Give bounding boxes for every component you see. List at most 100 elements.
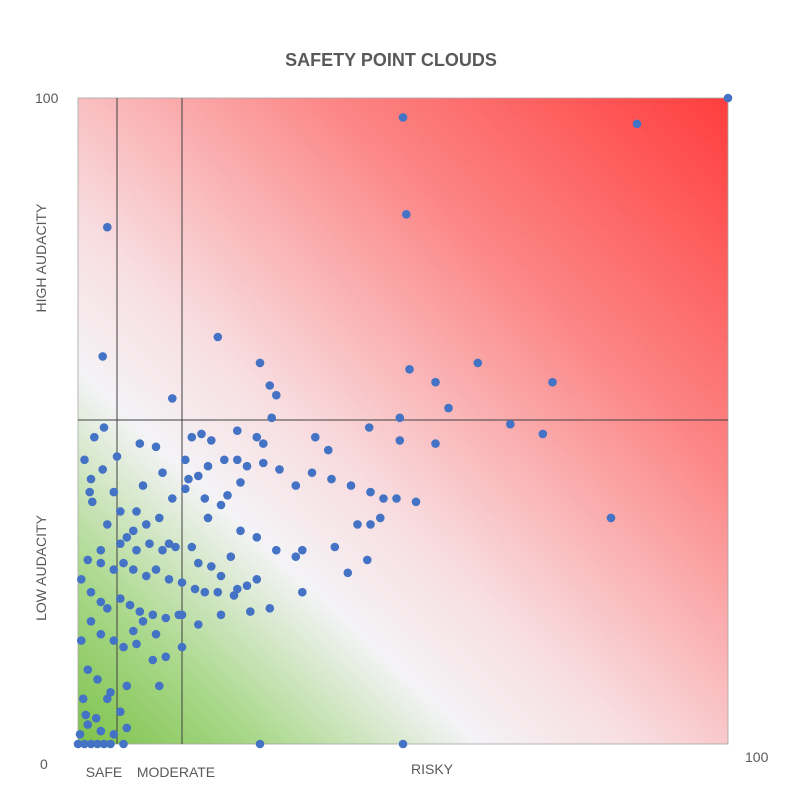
data-point-26 [252, 432, 262, 442]
y-zone-label-low: LOW AUDACITY [33, 514, 49, 620]
data-point-5 [98, 352, 107, 361]
data-point-46 [155, 513, 164, 523]
data-point-107 [233, 584, 242, 594]
data-point-86 [96, 558, 106, 568]
data-point-144 [86, 739, 96, 749]
data-point-52 [233, 455, 242, 465]
data-point-129 [122, 681, 132, 691]
data-point-34 [112, 452, 122, 461]
data-point-155 [203, 513, 213, 523]
data-point-64 [376, 513, 385, 523]
data-point-164 [200, 494, 210, 503]
data-point-31 [181, 455, 190, 465]
data-point-6 [213, 332, 223, 342]
data-point-27 [233, 426, 242, 436]
data-point-74 [236, 526, 245, 536]
x-zone-label-moderate: MODERATE [137, 764, 215, 780]
chart-title: SAFETY POINT CLOUDS [285, 50, 497, 70]
data-point-53 [242, 461, 252, 471]
data-point-2 [632, 119, 642, 129]
x-zone-label-safe: SAFE [86, 764, 123, 780]
data-point-83 [132, 545, 141, 555]
data-point-28 [207, 436, 216, 445]
data-point-88 [119, 558, 128, 568]
plot-area [77, 97, 729, 745]
data-point-113 [229, 591, 239, 600]
data-point-29 [197, 429, 206, 439]
data-point-67 [343, 568, 353, 578]
data-point-103 [161, 613, 171, 623]
data-point-89 [129, 565, 138, 574]
data-point-22 [364, 423, 374, 432]
data-point-141 [75, 730, 85, 739]
data-point-17 [267, 413, 277, 423]
data-point-76 [216, 571, 226, 581]
data-point-80 [171, 542, 180, 552]
data-point-135 [103, 694, 112, 704]
data-point-40 [88, 497, 97, 507]
data-point-166 [236, 478, 245, 487]
data-point-4 [103, 222, 112, 232]
data-point-57 [307, 468, 317, 478]
data-point-119 [129, 626, 138, 636]
data-point-160 [116, 507, 125, 516]
data-point-152 [177, 642, 187, 652]
data-point-121 [96, 629, 106, 639]
data-point-3 [402, 210, 411, 219]
data-point-111 [265, 604, 275, 613]
data-point-163 [184, 474, 193, 484]
data-point-161 [138, 481, 148, 490]
data-point-19 [506, 419, 515, 429]
data-point-100 [125, 600, 135, 610]
data-point-73 [252, 533, 262, 542]
data-point-65 [366, 520, 375, 529]
data-point-112 [246, 607, 255, 616]
data-point-60 [366, 487, 375, 497]
data-point-10 [168, 394, 177, 403]
data-point-43 [116, 539, 125, 548]
point-cloud [73, 93, 733, 749]
data-point-62 [411, 497, 421, 507]
data-point-137 [83, 720, 93, 729]
data-point-140 [122, 723, 132, 733]
data-point-158 [90, 432, 99, 442]
data-point-143 [80, 739, 89, 749]
data-point-49 [194, 471, 203, 481]
data-point-75 [226, 552, 236, 561]
data-point-109 [252, 575, 262, 584]
data-point-44 [129, 526, 138, 536]
data-point-87 [109, 565, 119, 574]
data-point-130 [83, 665, 93, 674]
data-point-159 [164, 539, 174, 548]
data-point-45 [142, 520, 151, 529]
data-point-151 [606, 513, 616, 523]
data-point-0 [723, 93, 733, 103]
data-point-106 [213, 587, 223, 597]
data-point-37 [98, 465, 107, 474]
data-point-94 [190, 584, 200, 594]
data-point-16 [395, 413, 405, 423]
data-point-125 [148, 655, 158, 665]
data-point-142 [73, 739, 83, 749]
data-point-128 [106, 688, 115, 697]
data-point-102 [148, 610, 158, 620]
data-point-33 [135, 439, 145, 448]
data-point-92 [164, 575, 174, 584]
data-point-115 [194, 620, 203, 629]
data-point-32 [151, 442, 161, 452]
data-point-148 [119, 739, 128, 749]
data-point-15 [444, 403, 453, 413]
data-point-127 [93, 675, 102, 684]
data-point-39 [85, 487, 94, 497]
data-point-35 [80, 455, 89, 465]
data-point-162 [158, 468, 167, 478]
data-point-156 [216, 500, 226, 510]
data-point-157 [99, 423, 109, 432]
data-point-82 [145, 539, 154, 548]
data-point-97 [96, 597, 106, 607]
data-point-21 [395, 436, 405, 445]
data-point-149 [255, 739, 265, 749]
y-tick-max: 100 [35, 90, 59, 106]
x-tick-max: 100 [745, 749, 769, 765]
